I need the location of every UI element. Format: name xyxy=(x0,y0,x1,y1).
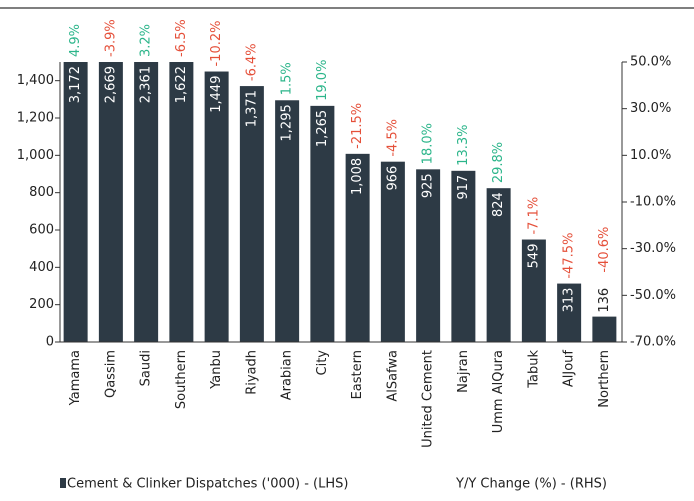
y2-tick-label: 10.0% xyxy=(630,148,671,163)
bar-value-label: 313 xyxy=(562,288,577,313)
yoy-label: 19.0% xyxy=(315,60,330,101)
yoy-label: -47.5% xyxy=(562,233,577,279)
x-tick-label: Yanbu xyxy=(209,350,224,390)
x-tick-label: Tabuk xyxy=(526,350,541,389)
y-tick-label: 600 xyxy=(29,223,54,238)
yoy-label: -21.5% xyxy=(350,103,365,149)
x-tick-label: City xyxy=(315,350,330,376)
x-tick-label: Najran xyxy=(456,350,471,393)
bar-value-label: 1,265 xyxy=(315,110,330,147)
y2-tick-label: -10.0% xyxy=(630,195,676,210)
y-tick-label: 800 xyxy=(29,185,54,200)
yoy-label: 29.8% xyxy=(491,142,506,183)
bar-value-label: 824 xyxy=(491,192,506,217)
yoy-label: -3.9% xyxy=(103,19,118,57)
bar-value-label: 1,449 xyxy=(209,76,224,113)
x-tick-label: Yamama xyxy=(68,350,83,406)
bar-value-label: 1,008 xyxy=(350,158,365,195)
y2-tick-label: -70.0% xyxy=(630,335,676,350)
bar xyxy=(521,239,546,342)
y2-tick-label: 50.0% xyxy=(630,55,671,70)
bar xyxy=(204,71,229,343)
bars xyxy=(63,62,617,343)
y-tick-label: 1,200 xyxy=(17,111,54,126)
bar xyxy=(592,316,617,342)
bar xyxy=(239,86,264,342)
bar xyxy=(310,105,335,342)
yoy-label: 13.3% xyxy=(456,125,471,166)
bar xyxy=(169,62,194,343)
bar-value-label: 136 xyxy=(597,288,612,313)
x-tick-label: AlSafwa xyxy=(385,350,400,402)
yoy-label: -6.4% xyxy=(244,43,259,81)
x-tick-label: United Cement xyxy=(421,350,436,448)
y2-tick-label: 30.0% xyxy=(630,101,671,116)
x-tick-label: AlJouf xyxy=(562,350,577,388)
legend-label: Cement & Clinker Dispatches ('000) - (LH… xyxy=(67,477,348,492)
bar-value-label: 966 xyxy=(385,166,400,191)
x-tick-label: Umm AlQura xyxy=(491,350,506,433)
bar xyxy=(416,169,441,342)
bar-value-label: 1,622 xyxy=(174,66,189,103)
yoy-label: -40.6% xyxy=(597,227,612,273)
x-tick-label: Northern xyxy=(597,350,612,408)
bar xyxy=(486,188,511,342)
y2-tick-label: -30.0% xyxy=(630,241,676,256)
bar xyxy=(557,283,582,342)
y2-tick-label: -50.0% xyxy=(630,288,676,303)
bar-value-label: 549 xyxy=(526,244,541,269)
yoy-label: 18.0% xyxy=(421,123,436,164)
bar xyxy=(345,153,370,342)
y-tick-label: 400 xyxy=(29,260,54,275)
legend-swatch xyxy=(60,478,66,488)
bar-value-label: 925 xyxy=(421,173,436,198)
bar-value-label: 3,172 xyxy=(68,66,83,103)
y-tick-label: 1,400 xyxy=(17,73,54,88)
bar xyxy=(451,170,476,342)
y-tick-label: 1,000 xyxy=(17,148,54,163)
bar-value-label: 1,295 xyxy=(280,104,295,141)
yoy-label: -10.2% xyxy=(209,21,224,67)
x-tick-label: Saudi xyxy=(139,350,154,386)
bar xyxy=(380,161,405,342)
y-tick-label: 200 xyxy=(29,297,54,312)
x-tick-label: Arabian xyxy=(280,350,295,400)
bar xyxy=(134,62,159,342)
yoy-label: -4.5% xyxy=(385,119,400,157)
bar xyxy=(275,100,300,343)
bar-value-label: 917 xyxy=(456,175,471,200)
yoy-label: -7.1% xyxy=(526,197,541,235)
yoy-label: 3.2% xyxy=(139,24,154,57)
bar-value-label: 2,361 xyxy=(139,66,154,103)
yoy-label: 4.9% xyxy=(68,24,83,57)
x-tick-label: Southern xyxy=(174,350,189,409)
yoy-label: -6.5% xyxy=(174,19,189,57)
yoy-label: 1.5% xyxy=(280,62,295,95)
bar-value-label: 1,371 xyxy=(244,90,259,127)
bar xyxy=(98,62,123,342)
x-tick-label: Riyadh xyxy=(244,350,259,395)
x-tick-label: Eastern xyxy=(350,350,365,399)
bar xyxy=(63,62,88,343)
legend-label: Y/Y Change (%) - (RHS) xyxy=(455,477,607,492)
bar-value-label: 2,669 xyxy=(103,66,118,103)
x-tick-label: Qassim xyxy=(103,350,118,398)
y-tick-label: 0 xyxy=(46,335,54,350)
